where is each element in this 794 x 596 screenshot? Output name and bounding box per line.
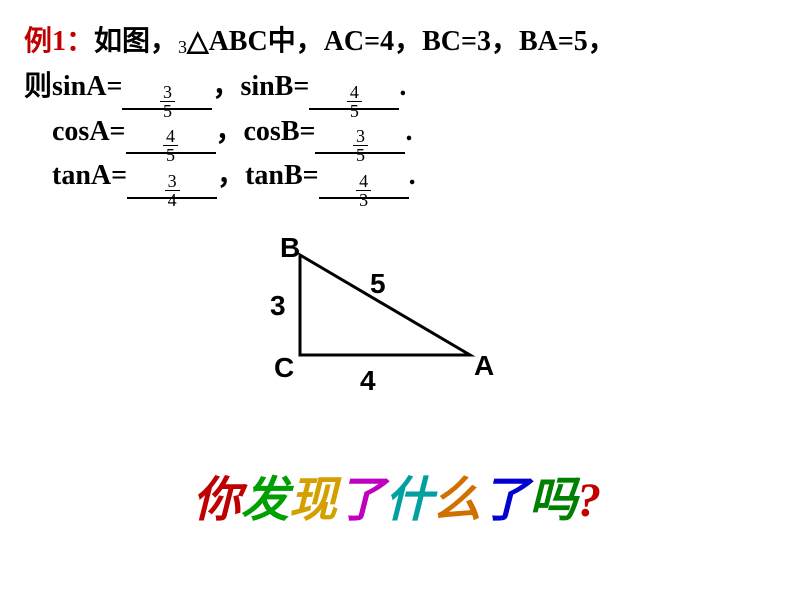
rainbow-text: 你发现了什么了吗?: [0, 460, 794, 530]
blank-tanA: 34: [127, 169, 217, 199]
rainbow-char: 了: [481, 460, 529, 530]
text1a: 如图，: [94, 26, 178, 57]
rainbow-char: 么: [433, 460, 481, 530]
triangle-symbol: △: [187, 26, 209, 57]
line2c: .: [399, 71, 406, 102]
small-3: 3: [178, 33, 187, 62]
rainbow-char: 你: [193, 460, 241, 530]
blank-sinA: 35: [122, 80, 212, 110]
line-3: cosA=45，cosB=35.: [24, 110, 770, 155]
line3a: cosA=: [52, 116, 126, 147]
line-4: tanA=34，tanB=43.: [24, 154, 770, 199]
rainbow-char: 现: [289, 460, 337, 530]
line4a: tanA=: [52, 160, 127, 191]
rainbow-char: 吗: [529, 460, 577, 530]
line4c: .: [409, 160, 416, 191]
blank-sinB: 45: [309, 80, 399, 110]
line2b: ，sinB=: [212, 71, 309, 102]
frac-tanB: 43: [356, 172, 371, 209]
line2a: 则sinA=: [24, 71, 122, 102]
side-3: 3: [270, 290, 286, 321]
line-2: 则sinA=35，sinB=45.: [24, 65, 770, 110]
line-1: 例1：如图，3△ABC中，AC=4，BC=3，BA=5，: [24, 20, 770, 65]
blank-tanB: 43: [319, 169, 409, 199]
triangle-figure: B C A 3 4 5: [260, 235, 540, 415]
vertex-B: B: [280, 232, 300, 263]
rainbow-char: 什: [385, 460, 433, 530]
text1b: ABC中，AC=4，BC=3，BA=5，: [209, 26, 616, 57]
side-5: 5: [370, 268, 386, 299]
blank-cosA: 45: [126, 124, 216, 154]
rainbow-char: 发: [241, 460, 289, 530]
rainbow-char: ?: [577, 473, 601, 528]
problem-content: 例1：如图，3△ABC中，AC=4，BC=3，BA=5， 则sinA=35，si…: [0, 0, 794, 219]
vertex-A: A: [474, 350, 494, 381]
line3c: .: [405, 116, 412, 147]
blank-cosB: 35: [315, 124, 405, 154]
line3b: ，cosB=: [216, 116, 316, 147]
line4b: ，tanB=: [217, 160, 319, 191]
example-label: 例1：: [24, 26, 94, 57]
side-4: 4: [360, 365, 376, 396]
triangle-svg: B C A 3 4 5: [260, 235, 540, 415]
vertex-C: C: [274, 352, 294, 383]
frac-tanA: 34: [165, 172, 180, 209]
rainbow-char: 了: [337, 460, 385, 530]
